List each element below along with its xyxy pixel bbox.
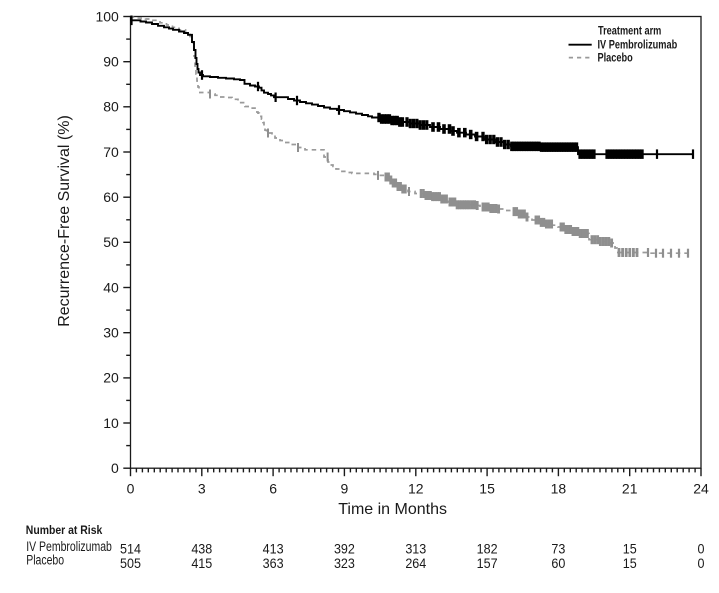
svg-text:6: 6 [269,481,277,497]
svg-text:0: 0 [698,541,705,557]
svg-text:18: 18 [551,481,567,497]
svg-text:415: 415 [191,556,212,572]
svg-text:15: 15 [623,556,637,572]
svg-text:Placebo: Placebo [26,552,64,568]
svg-text:40: 40 [103,279,119,295]
svg-text:3: 3 [198,481,206,497]
svg-text:363: 363 [263,556,284,572]
svg-text:0: 0 [111,460,119,476]
svg-text:Recurrence-Free Survival (%): Recurrence-Free Survival (%) [56,115,73,327]
svg-text:182: 182 [477,541,498,557]
svg-text:70: 70 [103,144,119,160]
svg-text:IV Pembrolizumab: IV Pembrolizumab [598,39,678,51]
svg-text:73: 73 [551,541,565,557]
svg-text:60: 60 [103,189,119,205]
svg-text:20: 20 [103,370,119,386]
svg-text:IV Pembrolizumab: IV Pembrolizumab [26,539,112,555]
svg-text:264: 264 [405,556,426,572]
svg-text:514: 514 [120,541,141,557]
svg-text:392: 392 [334,541,355,557]
svg-text:Time in Months: Time in Months [338,501,447,518]
svg-text:157: 157 [477,556,498,572]
svg-text:15: 15 [623,541,637,557]
svg-text:Treatment arm: Treatment arm [598,26,661,38]
svg-text:413: 413 [263,541,284,557]
svg-text:50: 50 [103,234,119,250]
svg-text:21: 21 [622,481,638,497]
svg-text:0: 0 [127,481,135,497]
svg-text:323: 323 [334,556,355,572]
svg-text:438: 438 [191,541,212,557]
svg-text:313: 313 [405,541,426,557]
svg-text:100: 100 [95,8,119,24]
svg-text:30: 30 [103,325,119,341]
svg-text:0: 0 [698,556,705,572]
svg-text:80: 80 [103,99,119,115]
svg-text:12: 12 [408,481,424,497]
svg-text:24: 24 [693,481,709,497]
svg-text:60: 60 [551,556,565,572]
svg-text:505: 505 [120,556,141,572]
svg-text:Placebo: Placebo [598,53,633,65]
svg-text:9: 9 [341,481,349,497]
svg-text:90: 90 [103,54,119,70]
svg-text:Number at Risk: Number at Risk [26,524,103,537]
svg-text:15: 15 [479,481,495,497]
svg-text:10: 10 [103,415,119,431]
